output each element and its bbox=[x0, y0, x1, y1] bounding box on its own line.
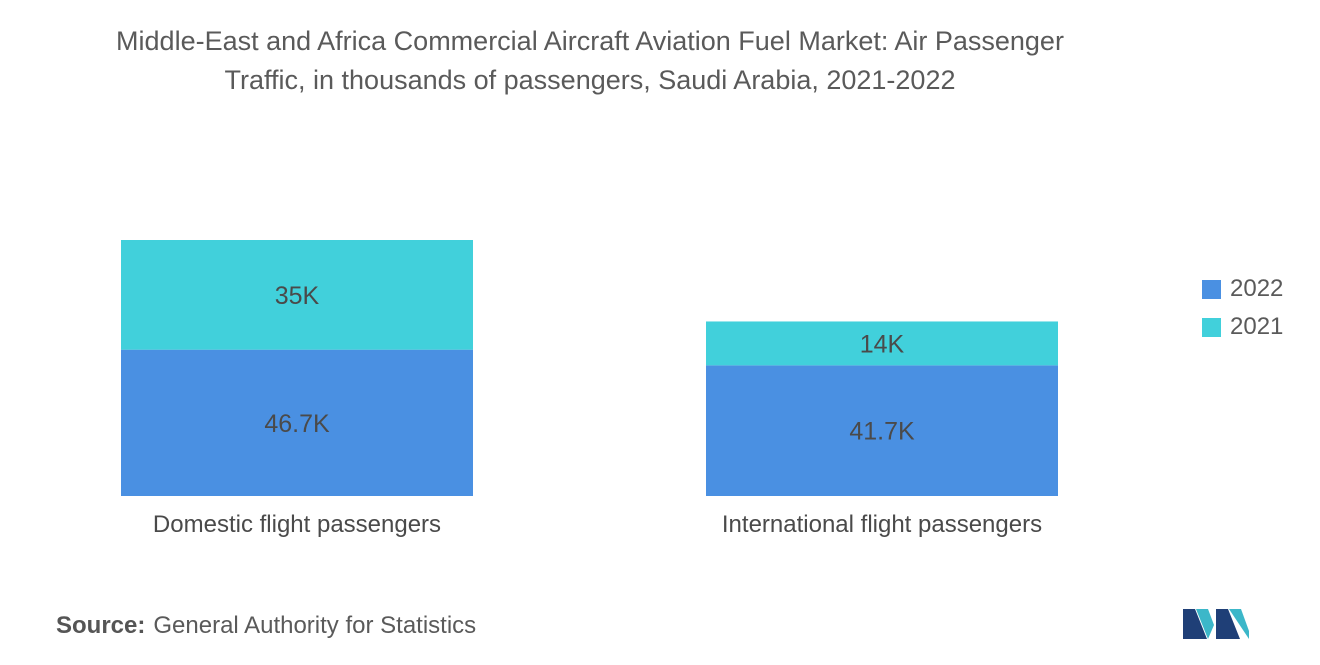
bar-2021-international bbox=[706, 321, 1058, 366]
chart-title: Middle-East and Africa Commercial Aircra… bbox=[0, 22, 1180, 100]
data-label-2022-international: 41.7K bbox=[849, 418, 915, 446]
stacked-bar-chart: 46.7K 35K Domestic flight passengers 41.7K 1… bbox=[121, 240, 1058, 538]
bar-2022-domestic bbox=[121, 349, 473, 496]
legend-label-2022: 2022 bbox=[1230, 275, 1284, 302]
source-text: General Authority for Statistics bbox=[153, 612, 477, 639]
legend-item-2022[interactable]: 2022 bbox=[1202, 270, 1283, 308]
data-label-2021-international: 14K bbox=[860, 330, 905, 358]
source-label: Source: bbox=[56, 612, 146, 639]
category-label-domestic: Domestic flight passengers bbox=[153, 511, 441, 538]
legend-item-2021[interactable]: 2021 bbox=[1202, 308, 1283, 346]
source-note: Source: General Authority for Statistics bbox=[56, 612, 476, 640]
mordor-intelligence-logo-icon bbox=[1183, 609, 1249, 639]
bar-2021-domestic bbox=[121, 240, 473, 350]
bar-2022-international bbox=[706, 365, 1058, 496]
category-label-international: International flight passengers bbox=[722, 511, 1042, 538]
chart-title-line-2: Traffic, in thousands of passengers, Sau… bbox=[224, 65, 956, 95]
chart-title-line-1: Middle-East and Africa Commercial Aircra… bbox=[116, 26, 1064, 56]
legend: 2022 2021 bbox=[1202, 270, 1283, 346]
legend-label-2021: 2021 bbox=[1230, 313, 1284, 340]
legend-swatch-2022 bbox=[1202, 279, 1221, 299]
data-label-2022-domestic: 46.7K bbox=[264, 410, 330, 438]
data-label-2021-domestic: 35K bbox=[275, 282, 320, 310]
legend-swatch-2021 bbox=[1202, 317, 1221, 337]
